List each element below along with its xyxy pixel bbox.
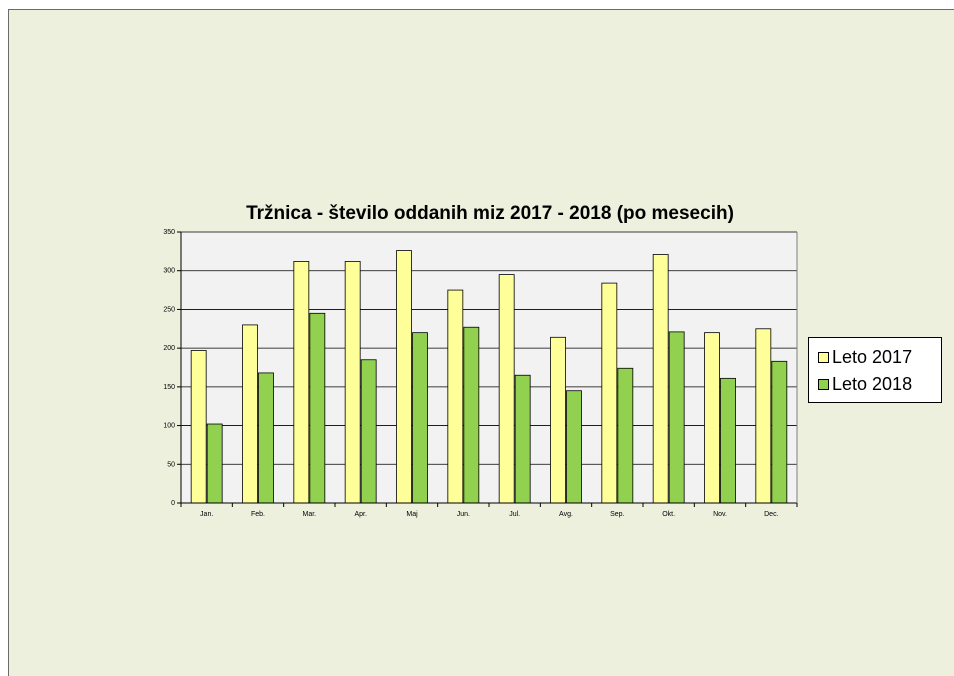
x-tick-label: Jan. [200, 511, 213, 518]
y-tick-label: 0 [171, 500, 175, 507]
legend-label-2018: Leto 2018 [832, 374, 913, 394]
bar-leto-2017-3 [344, 261, 361, 504]
y-tick-label: 200 [163, 345, 175, 352]
x-tick-label: Dec. [764, 511, 778, 518]
y-tick-label: 350 [163, 229, 175, 236]
x-tick-label: Jul. [509, 511, 520, 518]
x-tick-label: Sep. [610, 511, 624, 518]
bar-leto-2017-0 [190, 350, 207, 504]
x-tick-label: Nov. [713, 511, 727, 518]
bar-leto-2018-5 [463, 326, 480, 504]
bar-leto-2018-3 [360, 359, 377, 504]
legend-label-2017: Leto 2017 [832, 347, 913, 367]
plot-area [181, 232, 797, 503]
legend-swatch-2018 [818, 379, 829, 390]
y-tick-label: 300 [163, 268, 175, 275]
bar-leto-2017-6 [498, 274, 515, 504]
bar-leto-2018-9 [668, 331, 685, 504]
bar-leto-2017-2 [293, 261, 310, 504]
y-tick-label: 100 [163, 423, 175, 430]
x-tick-label: Mar. [303, 511, 317, 518]
bar-leto-2018-8 [617, 367, 634, 504]
bar-leto-2018-2 [309, 312, 326, 504]
y-tick-label: 50 [167, 461, 175, 468]
y-tick-label: 150 [163, 384, 175, 391]
bar-leto-2017-8 [601, 282, 618, 504]
x-tick-label: Maj [406, 511, 418, 518]
bar-leto-2017-10 [704, 332, 720, 504]
bar-leto-2018-4 [412, 332, 428, 504]
legend: Leto 2017 Leto 2018 [808, 337, 942, 403]
bar-leto-2018-1 [258, 372, 274, 504]
x-tick-label: Apr. [354, 511, 367, 518]
bars [190, 250, 788, 504]
chart-title: Tržnica - število oddanih miz 2017 - 201… [246, 203, 734, 224]
legend-item-2017: Leto 2017 [818, 344, 941, 371]
bar-leto-2017-1 [242, 324, 258, 504]
bar-leto-2018-10 [720, 377, 736, 504]
y-axis-ticks: 0 50 100 150 200 250 300 350 [163, 229, 181, 507]
bar-leto-2018-0 [206, 423, 223, 504]
legend-item-2018: Leto 2018 [818, 371, 941, 398]
gridlines [181, 231, 797, 465]
bar-leto-2018-11 [771, 360, 788, 504]
bar-leto-2017-4 [396, 250, 412, 504]
legend-swatch-2017 [818, 352, 829, 363]
bar-leto-2017-5 [447, 289, 464, 504]
x-tick-label: Feb. [251, 511, 265, 518]
bar-leto-2017-11 [755, 328, 772, 504]
x-tick-label: Okt. [662, 511, 675, 518]
bar-leto-2017-9 [652, 254, 669, 504]
x-tick-label: Jun. [457, 511, 470, 518]
x-axis-ticks: Jan. Feb. Mar. Apr. Maj Jun. Jul. Avg. Sep. Okt. N… [180, 503, 798, 518]
bar-leto-2018-7 [566, 390, 582, 504]
bar-leto-2018-6 [514, 374, 531, 504]
x-tick-label: Avg. [559, 511, 573, 518]
bar-leto-2017-7 [550, 336, 566, 504]
y-tick-label: 250 [163, 306, 175, 313]
